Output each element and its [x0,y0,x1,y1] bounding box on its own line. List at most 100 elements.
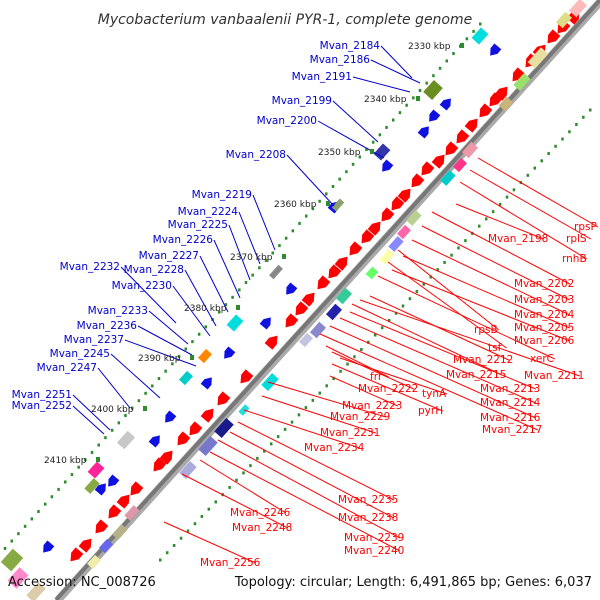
gene-arrow-red [189,421,203,436]
gene-block [471,27,489,45]
tick-dot [191,340,194,344]
gene-block [87,554,101,570]
gene-block [112,524,128,540]
tick-dot [498,202,502,206]
gene-label-right: Mvan_2213 [480,383,540,395]
kbp-tick-mark [190,355,194,360]
gene-arrow-red [381,207,395,222]
tick-dot [526,173,530,177]
gene-arrow-red [108,504,122,519]
gene-block [116,430,136,450]
label-leader [421,225,571,301]
label-leader [286,154,335,207]
tick-dot [380,326,384,330]
tick-dot [408,297,412,301]
label-leader [387,261,507,349]
gene-label-left: Mvan_2219 [192,189,252,201]
gene-block [568,0,588,18]
gene-arrow-red [159,450,173,465]
tick-dot [10,539,13,543]
tick-dot [90,450,94,454]
gene-label-left: Mvan_2228 [124,264,184,276]
gene-block [335,287,353,305]
label-leader [402,255,570,329]
gene-label-right: Mvan_2203 [514,294,574,306]
gene-arrow-red [116,494,130,509]
gene-label-left: Mvan_2252 [12,400,72,412]
tick-dot [338,177,341,181]
tick-dot [478,224,481,228]
tick-dot [398,111,402,115]
kbp-label: 2340 kbp [364,95,407,105]
label-leader [329,325,537,419]
tick-dot [3,546,7,550]
label-leader [181,473,289,529]
gene-arrow-blue [286,282,298,295]
gene-label-right: Mvan_2206 [514,335,575,347]
tick-dot [479,22,482,26]
gene-label-right: Mvan_2205 [514,322,574,334]
gene-arrow-red [494,86,508,101]
gene-arrow-red [177,431,191,446]
gene-block [423,80,443,100]
gene-labels: Mvan_2184 Mvan_2186 Mvan_2191 Mvan_2199 Mvan… [12,40,597,569]
gene-label-right: Mvan_2212 [453,354,513,366]
tick-dot [465,37,469,41]
label-leader [199,255,229,313]
label-leader [325,345,389,378]
gene-arrow-blue [148,435,160,448]
gene-label-left: Mvan_2224 [178,206,239,218]
gene-block [513,73,531,91]
tick-dot [165,551,169,555]
gene-arrow-red [456,129,470,144]
tick-dot [505,195,509,199]
tick-dot [438,66,442,70]
tick-dot [124,413,127,417]
label-leader [184,269,217,327]
gene-block [406,210,422,226]
tick-dot [290,420,294,424]
gene-block [299,332,313,348]
gene-label-right: Mvan_2234 [304,442,365,454]
label-leader [110,353,161,399]
tick-dot [228,485,231,489]
gene-arrow-red [397,188,411,203]
label-leader [228,224,251,281]
label-leader [455,203,544,240]
label-leader [124,339,197,367]
gene-arrow-red [317,275,331,290]
label-leader [148,310,189,345]
gene-label-right: tynA [422,388,447,400]
label-leader [411,239,571,316]
gene-block [453,157,467,173]
gene-block [373,143,391,161]
gene-label-left: Mvan_2225 [168,219,228,231]
label-leader [163,521,257,564]
gene-label-right: Mvan_2198 [488,233,548,245]
gene-label-right: Mvan_2240 [344,545,404,557]
kbp-label: 2390 kbp [138,354,181,364]
tick-dot [331,185,335,189]
gene-label-right: pyrH [418,405,443,417]
tick-dot [70,473,74,477]
tick-dot [214,500,217,504]
label-leader [370,59,421,84]
gene-label-right: xerC [530,353,554,365]
tick-dot [457,246,460,250]
tick-dot [304,214,308,218]
map-title: Mycobacterium vanbaalenii PYR-1, complet… [98,12,473,28]
gene-label-right: Mvan_2239 [344,532,404,544]
gene-arrow-red [431,154,445,169]
tick-dot [311,207,315,211]
tick-dot [77,465,80,469]
tick-dot [249,464,252,468]
gene-arrow-red [489,92,503,107]
tick-dot [358,155,362,159]
gene-label-right: Mvan_2246 [230,507,291,519]
label-leader [209,451,401,552]
gene-label-left: Mvan_2233 [88,305,148,317]
accession-text: Accession: NC_008726 [8,575,156,590]
gene-label-left: Mvan_2227 [139,250,199,262]
label-leader [380,45,413,79]
